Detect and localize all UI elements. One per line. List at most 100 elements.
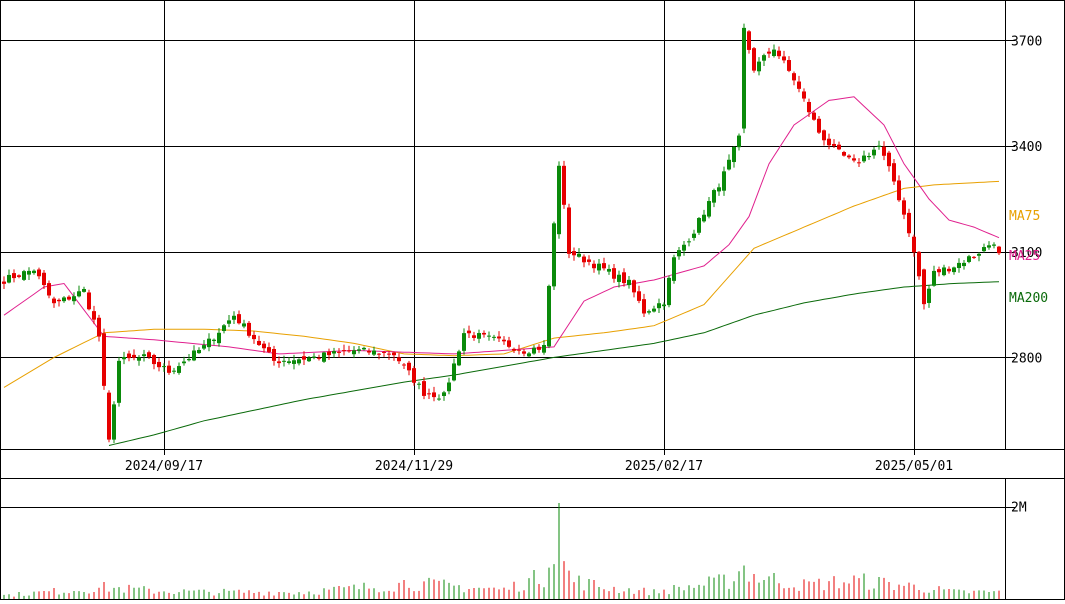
candle-up	[942, 267, 946, 276]
candle-up	[492, 336, 496, 338]
candle-down	[482, 332, 486, 335]
candle-up	[27, 270, 31, 275]
candle-down	[397, 357, 401, 362]
candle-up	[322, 352, 326, 362]
candle-up	[77, 291, 81, 297]
candle-up	[652, 308, 656, 312]
candle-down	[567, 207, 571, 254]
candle-down	[842, 152, 846, 156]
candle-down	[817, 118, 821, 133]
candle-up	[987, 245, 991, 248]
price-tick-label: 2800	[1011, 351, 1042, 366]
candle-up	[122, 356, 126, 360]
candle-down	[412, 368, 416, 383]
candle-down	[317, 357, 321, 359]
candle-up	[372, 350, 376, 355]
candle-down	[827, 138, 831, 146]
candle-down	[902, 200, 906, 215]
candle-up	[732, 147, 736, 163]
candle-up	[557, 165, 561, 235]
candle-up	[597, 263, 601, 271]
candle-down	[592, 263, 596, 269]
candle-up	[217, 332, 221, 344]
candle-up	[312, 356, 316, 358]
candle-up	[672, 257, 676, 281]
candle-up	[307, 357, 311, 362]
candle-up	[687, 241, 691, 243]
candle-down	[152, 354, 156, 365]
candle-down	[747, 31, 751, 50]
candle-down	[802, 91, 806, 99]
legend-ma200: MA200	[1009, 291, 1048, 306]
candle-down	[392, 352, 396, 356]
price-grid	[0, 0, 1015, 508]
date-tick-label: 2024/09/17	[125, 459, 203, 474]
ma75-line	[3, 180, 1000, 388]
candle-down	[632, 280, 636, 293]
candle-up	[62, 297, 66, 302]
candle-up	[737, 135, 741, 148]
candle-up	[697, 218, 701, 233]
candle-up	[417, 383, 421, 385]
candlesticks	[2, 23, 1001, 444]
candle-up	[927, 288, 931, 303]
candle-down	[917, 251, 921, 277]
candle-down	[42, 272, 46, 286]
candle-up	[242, 323, 246, 327]
candle-up	[362, 347, 366, 350]
date-tick-label: 2024/11/29	[375, 459, 453, 474]
candle-up	[962, 262, 966, 267]
candle-down	[812, 112, 816, 120]
candle-down	[387, 353, 391, 355]
candle-down	[502, 339, 506, 342]
ma25-line	[3, 96, 1000, 355]
candle-up	[357, 349, 361, 351]
candle-down	[57, 299, 61, 302]
candle-up	[547, 285, 551, 347]
candle-up	[207, 338, 211, 348]
candle-down	[497, 336, 501, 339]
candle-down	[507, 340, 511, 347]
candle-up	[762, 55, 766, 61]
candle-up	[542, 345, 546, 353]
candle-down	[602, 263, 606, 269]
candle-up	[352, 350, 356, 355]
candle-down	[792, 73, 796, 81]
candle-up	[142, 354, 146, 357]
candle-up	[707, 201, 711, 217]
candle-up	[977, 253, 981, 256]
candle-down	[257, 340, 261, 346]
candle-down	[147, 352, 151, 358]
candle-down	[777, 50, 781, 57]
candle-down	[852, 158, 856, 161]
candle-down	[127, 353, 131, 359]
candle-up	[117, 360, 121, 403]
candle-up	[7, 274, 11, 283]
candle-down	[337, 351, 341, 353]
candle-down	[797, 81, 801, 89]
candle-down	[167, 365, 171, 373]
candle-down	[887, 152, 891, 167]
candle-down	[432, 392, 436, 398]
candle-down	[642, 299, 646, 314]
ma200-line	[108, 281, 1000, 446]
candle-down	[612, 268, 616, 279]
candle-down	[907, 212, 911, 234]
candle-down	[822, 130, 826, 141]
candle-up	[202, 345, 206, 349]
candle-down	[832, 143, 836, 146]
candle-down	[2, 281, 6, 284]
candle-up	[742, 27, 746, 129]
candle-up	[692, 233, 696, 238]
candle-up	[32, 270, 36, 274]
candle-down	[12, 273, 16, 279]
candle-down	[37, 269, 41, 277]
candle-down	[767, 51, 771, 54]
candle-up	[867, 156, 871, 158]
candle-up	[172, 370, 176, 372]
candle-up	[332, 351, 336, 354]
candle-down	[97, 317, 101, 337]
candle-down	[237, 314, 241, 324]
